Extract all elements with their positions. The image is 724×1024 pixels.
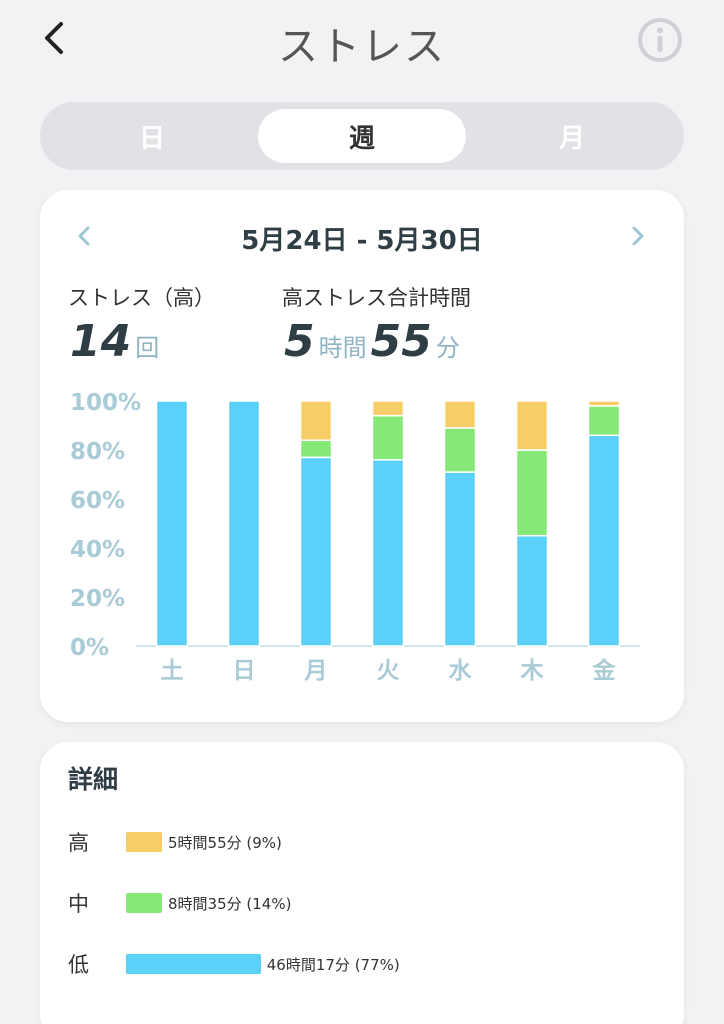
y-tick-label: 20%	[70, 586, 125, 612]
legend-label-low: 低	[68, 953, 89, 977]
legend-label-high: 高	[68, 831, 89, 855]
high-stress-minutes-unit: 分	[435, 334, 460, 362]
high-stress-count-value: 14	[70, 316, 132, 367]
next-week-button[interactable]	[618, 216, 658, 256]
legend-row-medium: 中 8時間35分 (14%)	[68, 888, 291, 918]
period-segmented-control: 日 週 月	[40, 102, 684, 170]
y-tick-label: 80%	[70, 439, 125, 465]
legend-bar-medium	[126, 893, 162, 913]
bar-group-6	[587, 400, 621, 647]
bar-segment-medium	[299, 439, 333, 459]
legend-bar-high	[126, 832, 162, 852]
bar-segment-low	[155, 400, 189, 647]
page-title: ストレス	[278, 24, 446, 70]
bar-segment-high	[371, 400, 405, 417]
x-tick-label: 日	[233, 658, 256, 684]
bar-segment-medium	[587, 405, 621, 437]
y-tick-label: 0%	[70, 635, 109, 661]
bar-segment-medium	[515, 449, 549, 537]
bar-group-5	[515, 400, 549, 647]
x-tick-label: 金	[592, 657, 617, 684]
tab-week[interactable]: 週	[258, 109, 466, 163]
details-title: 詳細	[68, 765, 119, 794]
bar-segment-low	[443, 471, 477, 647]
info-button[interactable]	[636, 16, 684, 64]
bar-segment-low	[515, 535, 549, 647]
back-button[interactable]	[34, 18, 74, 58]
x-tick-label: 火	[377, 658, 400, 684]
y-tick-label: 40%	[70, 537, 125, 563]
legend-row-high: 高 5時間55分 (9%)	[68, 827, 282, 857]
chevron-left-icon	[45, 22, 63, 54]
y-tick-label: 60%	[70, 488, 125, 514]
info-icon	[638, 18, 682, 62]
chevron-right-icon	[632, 226, 644, 246]
bar-segment-high	[299, 400, 333, 441]
legend-value-high: 5時間55分 (9%)	[168, 833, 282, 852]
legend-value-medium: 8時間35分 (14%)	[168, 894, 292, 913]
bar-segment-low	[299, 456, 333, 647]
details-card: 詳細 高 5時間55分 (9%) 中 8時間35分 (14%) 低 46時間17…	[40, 742, 684, 1024]
high-stress-minutes-value: 55	[370, 316, 432, 367]
chevron-left-icon	[78, 226, 90, 246]
bar-group-3	[371, 400, 405, 647]
tab-day[interactable]: 日	[138, 123, 165, 154]
bar-segment-medium	[443, 427, 477, 473]
bar-segment-high	[515, 400, 549, 451]
legend-row-low: 低 46時間17分 (77%)	[68, 949, 400, 979]
y-tick-label: 100%	[70, 390, 141, 416]
high-stress-time: 5 時間 55 分	[284, 316, 464, 367]
bar-segment-high	[587, 400, 621, 407]
bar-segment-low	[371, 459, 405, 647]
weekly-stress-chart: 100% 80% 60% 40% 20% 0% 土 日 月 火 水 木 金	[70, 390, 640, 684]
x-tick-label: 木	[520, 658, 544, 684]
bar-segment-high	[443, 400, 477, 429]
high-stress-hours-value: 5	[284, 316, 315, 367]
bar-group-1	[227, 400, 261, 647]
x-tick-label: 月	[304, 658, 328, 684]
x-tick-label: 水	[449, 658, 473, 684]
legend-value-low: 46時間17分 (77%)	[266, 955, 400, 974]
bar-segment-low	[227, 400, 261, 647]
bar-group-4	[443, 400, 477, 647]
high-stress-count: 14 回	[70, 316, 163, 367]
tab-month[interactable]: 月	[558, 123, 585, 154]
bar-group-0	[155, 400, 189, 647]
legend-bar-low	[126, 954, 261, 974]
previous-week-button[interactable]	[64, 216, 104, 256]
high-stress-hours-unit: 時間	[318, 334, 367, 362]
high-stress-count-unit: 回	[135, 334, 160, 362]
stress-summary-card: 5月24日 - 5月30日 ストレス（高） 14 回 高ストレス合計時間 5 時…	[40, 190, 684, 722]
x-tick-label: 土	[161, 658, 184, 684]
bar-group-2	[299, 400, 333, 647]
high-stress-count-label: ストレス（高）	[68, 286, 215, 310]
bar-segment-low	[587, 434, 621, 647]
date-range: 5月24日 - 5月30日	[241, 226, 483, 256]
high-stress-time-label: 高ストレス合計時間	[282, 286, 471, 310]
bar-segment-medium	[371, 414, 405, 461]
header: ストレス	[0, 0, 724, 80]
legend-label-medium: 中	[68, 892, 89, 916]
